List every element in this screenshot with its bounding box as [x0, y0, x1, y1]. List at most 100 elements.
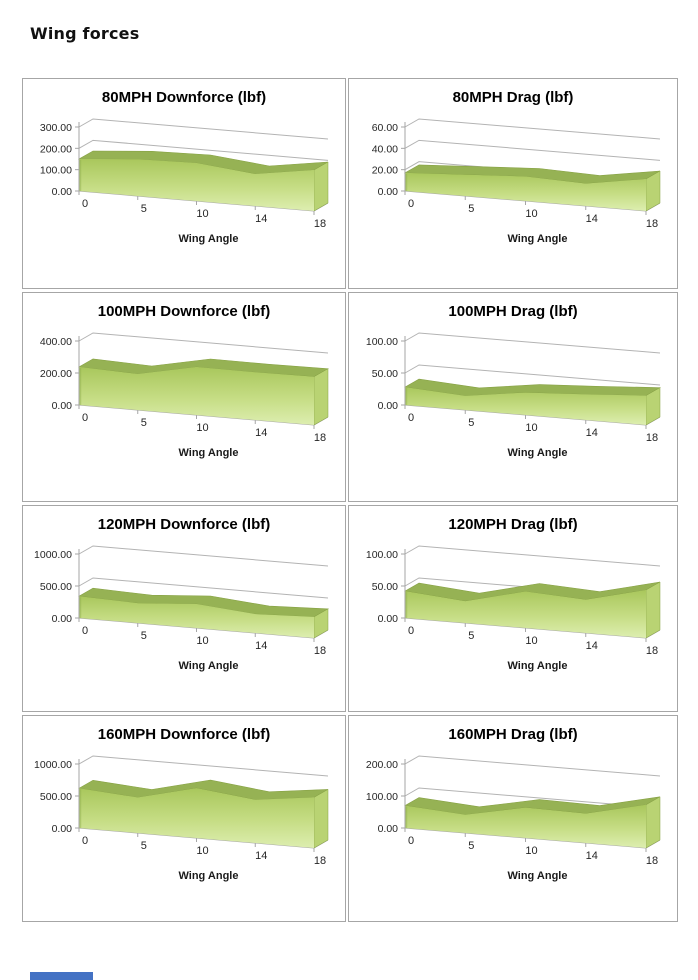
grid-line — [78, 545, 329, 567]
area-chart-80mph-downforce: 0.00 100.00 200.00 300.00 0 5 10 14 18 Wing Angle — [40, 118, 329, 245]
y-tick-label: 0.00 — [378, 823, 399, 835]
y-tick-label: 0.00 — [378, 613, 399, 625]
x-tick-label: 0 — [82, 835, 88, 847]
y-tick-label: 200.00 — [40, 368, 72, 380]
y-tick-label: 50.00 — [372, 581, 398, 593]
chart-panel-120mph-downforce: 0.00 500.00 1000.00 0 5 10 14 18 Wing Angle 120M… — [22, 505, 346, 712]
x-tick-label: 14 — [255, 427, 267, 439]
area-series — [405, 804, 646, 848]
y-tick-label: 40.00 — [372, 143, 398, 155]
y-tick-label: 100.00 — [366, 791, 398, 803]
x-axis-title: Wing Angle — [179, 660, 239, 672]
chart-title: 120MPH Downforce (lbf) — [97, 516, 271, 533]
area-chart-120mph-drag: 0.00 50.00 100.00 0 5 10 14 18 Wing Angle — [366, 545, 661, 672]
chart-title: 120MPH Drag (lbf) — [448, 516, 578, 533]
x-tick-label: 5 — [141, 630, 147, 642]
y-tick-label: 500.00 — [40, 791, 72, 803]
x-tick-label: 10 — [525, 845, 537, 857]
x-tick-label: 10 — [525, 635, 537, 647]
y-tick-label: 0.00 — [52, 613, 73, 625]
x-tick-label: 14 — [586, 850, 598, 862]
chart-panel-120mph-drag: 0.00 50.00 100.00 0 5 10 14 18 Wing Angle 120MPH… — [348, 505, 678, 712]
grid-line — [78, 118, 329, 140]
chart-title: 100MPH Drag (lbf) — [448, 303, 578, 320]
grid-line — [78, 755, 329, 777]
x-tick-label: 14 — [586, 213, 598, 225]
x-tick-label: 0 — [82, 198, 88, 210]
x-tick-label: 10 — [525, 422, 537, 434]
area-series — [79, 596, 314, 638]
x-tick-label: 14 — [586, 640, 598, 652]
y-tick-label: 100.00 — [366, 549, 398, 561]
x-tick-label: 0 — [408, 412, 414, 424]
grid-line — [78, 332, 329, 354]
grid-line — [404, 787, 661, 809]
x-tick-label: 18 — [314, 432, 326, 444]
chart-panel-80mph-downforce: 0.00 100.00 200.00 300.00 0 5 10 14 18 Wing Angle… — [22, 78, 346, 289]
area-end-cap — [645, 581, 661, 639]
x-tick-label: 5 — [141, 203, 147, 215]
x-tick-label: 14 — [255, 213, 267, 225]
y-tick-label: 0.00 — [378, 400, 399, 412]
x-tick-label: 0 — [408, 198, 414, 210]
chart-title: 100MPH Downforce (lbf) — [97, 303, 271, 320]
area-chart-120mph-downforce: 0.00 500.00 1000.00 0 5 10 14 18 Wing Angle — [34, 545, 330, 672]
x-tick-label: 14 — [255, 850, 267, 862]
grid-line — [404, 332, 661, 354]
area-end-cap — [313, 368, 329, 426]
chart-panel-160mph-drag: 0.00 100.00 200.00 0 5 10 14 18 Wing Angle 160MP… — [348, 715, 678, 922]
y-tick-label: 0.00 — [378, 186, 399, 198]
x-tick-label: 18 — [646, 218, 658, 230]
x-tick-label: 5 — [141, 417, 147, 429]
x-tick-label: 10 — [196, 845, 208, 857]
area-end-cap — [313, 788, 329, 849]
x-tick-label: 5 — [141, 840, 147, 852]
x-tick-label: 14 — [586, 427, 598, 439]
area-end-cap — [313, 161, 329, 212]
y-tick-label: 60.00 — [372, 122, 398, 134]
y-tick-label: 1000.00 — [34, 549, 72, 561]
x-tick-label: 0 — [408, 835, 414, 847]
chart-panel-100mph-downforce: 0.00 200.00 400.00 0 5 10 14 18 Wing Angle 100MP… — [22, 292, 346, 502]
area-series — [79, 788, 314, 848]
x-tick-label: 14 — [255, 640, 267, 652]
grid-line — [404, 755, 661, 777]
chart-panel-160mph-downforce: 0.00 500.00 1000.00 0 5 10 14 18 Wing Angle 160M… — [22, 715, 346, 922]
x-tick-label: 5 — [468, 203, 474, 215]
area-chart-160mph-downforce: 0.00 500.00 1000.00 0 5 10 14 18 Wing Angle — [34, 755, 329, 882]
chart-title: 80MPH Drag (lbf) — [452, 89, 574, 106]
x-axis-title: Wing Angle — [508, 233, 568, 245]
area-chart-100mph-downforce: 0.00 200.00 400.00 0 5 10 14 18 Wing Angle — [40, 332, 329, 459]
y-tick-label: 400.00 — [40, 336, 72, 348]
grid-line — [404, 139, 661, 161]
x-axis-title: Wing Angle — [508, 660, 568, 672]
y-tick-label: 200.00 — [366, 759, 398, 771]
x-tick-label: 18 — [314, 218, 326, 230]
x-axis-title: Wing Angle — [179, 870, 239, 882]
y-tick-label: 200.00 — [40, 143, 72, 155]
grid-line — [404, 118, 661, 140]
chart-panel-100mph-drag: 0.00 50.00 100.00 0 5 10 14 18 Wing Angle 100MPH… — [348, 292, 678, 502]
y-tick-label: 0.00 — [52, 186, 73, 198]
y-tick-label: 100.00 — [40, 165, 72, 177]
cropped-blue-element — [30, 972, 93, 980]
chart-title: 160MPH Drag (lbf) — [448, 726, 578, 743]
x-axis-title: Wing Angle — [508, 447, 568, 459]
x-axis-title: Wing Angle — [508, 870, 568, 882]
y-tick-label: 0.00 — [52, 823, 73, 835]
x-tick-label: 18 — [314, 645, 326, 657]
grid-line — [404, 364, 661, 386]
x-axis-title: Wing Angle — [179, 447, 239, 459]
area-chart-160mph-drag: 0.00 100.00 200.00 0 5 10 14 18 Wing Angle — [366, 755, 661, 882]
x-tick-label: 18 — [646, 855, 658, 867]
chart-panel-80mph-drag: 0.00 20.00 40.00 60.00 0 5 10 14 18 Wing Angle 80… — [348, 78, 678, 289]
area-series — [79, 159, 314, 211]
x-tick-label: 0 — [408, 625, 414, 637]
y-tick-label: 100.00 — [366, 336, 398, 348]
grid-line — [78, 577, 329, 599]
x-axis-title: Wing Angle — [179, 233, 239, 245]
x-tick-label: 5 — [468, 417, 474, 429]
x-tick-label: 5 — [468, 630, 474, 642]
area-chart-100mph-drag: 0.00 50.00 100.00 0 5 10 14 18 Wing Angle — [366, 332, 662, 459]
